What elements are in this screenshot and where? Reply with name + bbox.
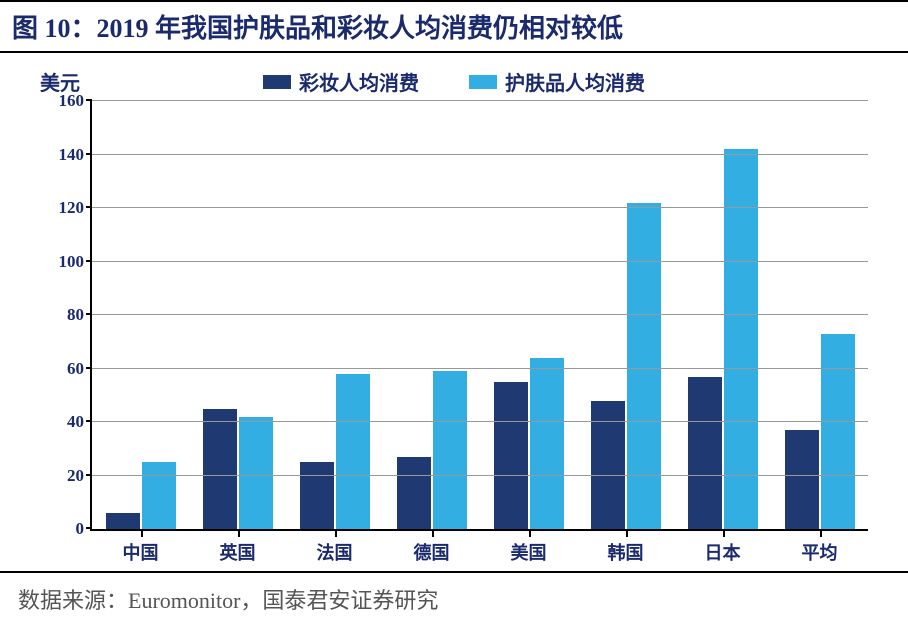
gridline: [92, 261, 868, 262]
xtick-mark: [723, 529, 725, 537]
bar: [106, 513, 140, 529]
bar-groups: 中国英国法国德国美国韩国日本平均: [92, 101, 868, 529]
gridline: [92, 421, 868, 422]
plot-region: 中国英国法国德国美国韩国日本平均 020406080100120140160: [90, 101, 868, 531]
legend-item: 护肤品人均消费: [469, 67, 645, 96]
xtick-label: 英国: [189, 539, 286, 565]
bar: [336, 374, 370, 529]
bar: [785, 430, 819, 529]
ytick-mark: [86, 260, 92, 262]
gridline: [92, 368, 868, 369]
ytick-mark: [86, 153, 92, 155]
gridline: [92, 154, 868, 155]
bar: [821, 334, 855, 529]
bar: [627, 203, 661, 529]
legend-label: 彩妆人均消费: [299, 67, 419, 96]
xtick-mark: [820, 529, 822, 537]
xtick-label: 法国: [286, 539, 383, 565]
ytick-label: 40: [67, 412, 84, 432]
xtick-label: 美国: [480, 539, 577, 565]
ytick-label: 0: [76, 519, 85, 539]
bar: [433, 371, 467, 529]
bar: [494, 382, 528, 529]
gridline: [92, 100, 868, 101]
ytick-mark: [86, 99, 92, 101]
bar: [397, 457, 431, 529]
ytick-mark: [86, 367, 92, 369]
ytick-label: 120: [59, 198, 85, 218]
legend-swatch: [469, 75, 497, 89]
bar-group: 法国: [286, 101, 383, 529]
bar: [591, 401, 625, 529]
gridline: [92, 314, 868, 315]
bar-group: 美国: [480, 101, 577, 529]
gridline: [92, 207, 868, 208]
bar: [239, 417, 273, 529]
xtick-mark: [238, 529, 240, 537]
bar-group: 中国: [92, 101, 189, 529]
ytick-label: 160: [59, 91, 85, 111]
ytick-label: 20: [67, 466, 84, 486]
ytick-mark: [86, 206, 92, 208]
xtick-label: 日本: [674, 539, 771, 565]
gridline: [92, 475, 868, 476]
figure-title-bar: 图 10：2019 年我国护肤品和彩妆人均消费仍相对较低: [0, 0, 908, 53]
bar: [300, 462, 334, 529]
ytick-label: 80: [67, 305, 84, 325]
ytick-label: 140: [59, 145, 85, 165]
chart-area: 美元 彩妆人均消费护肤品人均消费 中国英国法国德国美国韩国日本平均 020406…: [30, 67, 878, 567]
bar: [530, 358, 564, 529]
legend-item: 彩妆人均消费: [263, 67, 419, 96]
xtick-label: 德国: [383, 539, 480, 565]
bar-group: 日本: [674, 101, 771, 529]
bar-group: 韩国: [577, 101, 674, 529]
xtick-mark: [529, 529, 531, 537]
xtick-mark: [141, 529, 143, 537]
bar-group: 英国: [189, 101, 286, 529]
legend: 彩妆人均消费 护肤品人均消费: [30, 67, 878, 96]
xtick-mark: [626, 529, 628, 537]
xtick-label: 平均: [771, 539, 868, 565]
bar-group: 德国: [383, 101, 480, 529]
ytick-label: 60: [67, 359, 84, 379]
legend-swatch: [263, 75, 291, 89]
ytick-mark: [86, 527, 92, 529]
figure-title: 图 10：2019 年我国护肤品和彩妆人均消费仍相对较低: [12, 8, 896, 45]
xtick-mark: [335, 529, 337, 537]
ytick-label: 100: [59, 252, 85, 272]
bar: [142, 462, 176, 529]
xtick-label: 中国: [92, 539, 189, 565]
data-source: 数据来源：Euromonitor，国泰君安证券研究: [0, 571, 908, 615]
bar: [203, 409, 237, 529]
bar-group: 平均: [771, 101, 868, 529]
ytick-mark: [86, 474, 92, 476]
ytick-mark: [86, 420, 92, 422]
xtick-mark: [432, 529, 434, 537]
legend-label: 护肤品人均消费: [505, 67, 645, 96]
ytick-mark: [86, 313, 92, 315]
bar: [688, 377, 722, 529]
xtick-label: 韩国: [577, 539, 674, 565]
